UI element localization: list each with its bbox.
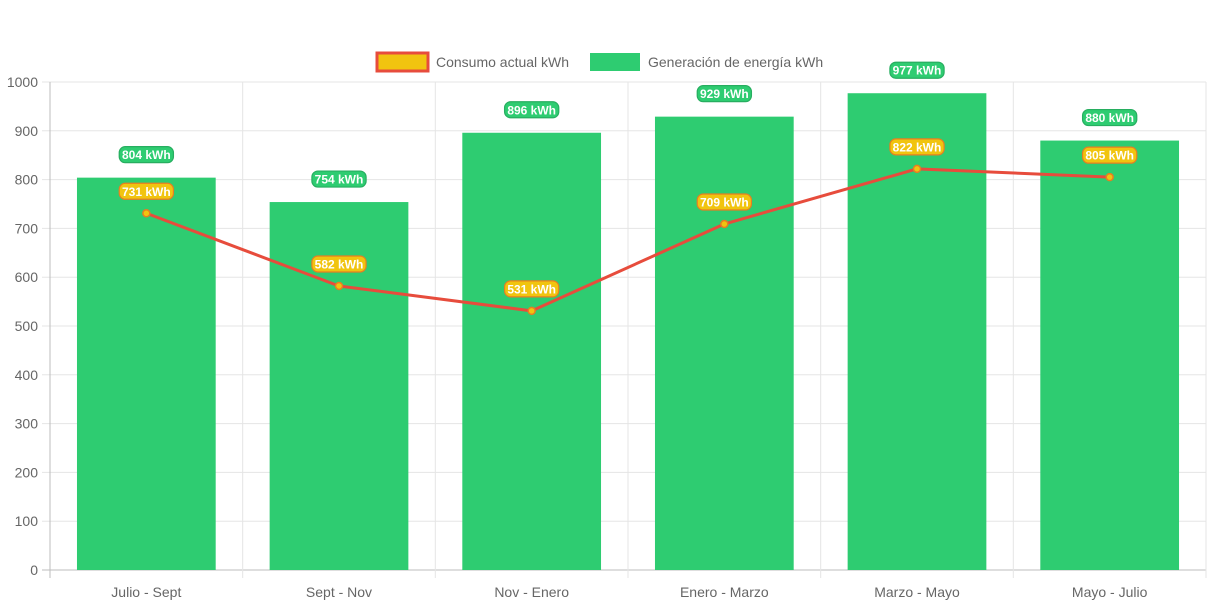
y-tick-label: 900 (15, 123, 39, 139)
bar-generacion[interactable] (654, 116, 794, 570)
grid-layer (42, 81, 1207, 578)
bar-generacion[interactable] (1040, 140, 1180, 570)
data-label-generacion-bg (118, 146, 175, 164)
data-label-generacion-text: 754 kWh (315, 173, 364, 187)
data-label-consumo-bg (311, 255, 367, 273)
data-label-consumo-text: 531 kWh (507, 282, 556, 296)
y-tick-label: 800 (15, 172, 39, 188)
data-label-generacion: 896 kWh (503, 101, 560, 119)
data-label-consumo-text: 805 kWh (1085, 149, 1134, 163)
point-consumo[interactable] (334, 281, 344, 291)
y-tick-label: 200 (15, 464, 39, 480)
data-label-generacion: 754 kWh (311, 170, 367, 188)
legend-swatch-generacion (590, 53, 640, 71)
x-tick-label: Julio - Sept (111, 584, 181, 600)
bar-generacion[interactable] (462, 132, 602, 570)
axis-layer: 0 100 200 300 400 500 600 700 800 900 1000 Julio - … (7, 74, 1148, 600)
x-tick-label: Sept - Nov (306, 584, 372, 600)
data-label-generacion-text: 804 kWh (122, 148, 171, 162)
data-label-consumo: 709 kWh (696, 193, 753, 211)
y-tick-label: 400 (15, 367, 39, 383)
legend-label-consumo: Consumo actual kWh (436, 54, 569, 70)
data-label-generacion-text: 896 kWh (507, 103, 556, 117)
data-label-consumo: 805 kWh (1081, 146, 1138, 164)
y-tick-label: 300 (15, 416, 39, 432)
point-consumo[interactable] (912, 164, 922, 174)
data-label-generacion-text: 929 kWh (700, 87, 749, 101)
data-label-consumo-bg (696, 193, 753, 211)
data-label-consumo-text: 822 kWh (893, 140, 942, 154)
data-label-layer: 804 kWh 754 kWh 896 kWh 929 kWh 977 kWh 880 k… (118, 61, 1138, 298)
y-tick-label: 500 (15, 318, 39, 334)
legend[interactable]: Consumo actual kWh Generación de energía… (375, 51, 823, 73)
data-label-consumo-bg (1081, 146, 1138, 164)
y-tick-label: 600 (15, 269, 39, 285)
data-label-consumo: 582 kWh (311, 255, 367, 273)
data-label-consumo: 531 kWh (503, 280, 560, 298)
y-tick-label: 1000 (7, 74, 38, 90)
legend-item-consumo[interactable]: Consumo actual kWh (375, 51, 569, 73)
data-label-generacion-bg (696, 85, 753, 103)
data-label-generacion: 977 kWh (889, 61, 945, 79)
y-tick-label: 100 (15, 513, 39, 529)
legend-swatch-consumo (375, 51, 430, 73)
data-label-generacion-text: 880 kWh (1085, 111, 1134, 125)
data-label-consumo-bg (118, 182, 175, 200)
data-label-generacion: 804 kWh (118, 146, 175, 164)
data-label-consumo-bg (503, 280, 560, 298)
bar-layer (76, 93, 1180, 570)
data-label-consumo-text: 731 kWh (122, 185, 171, 199)
data-label-generacion-bg (311, 170, 367, 188)
x-tick-label: Mayo - Julio (1072, 584, 1148, 600)
data-label-consumo: 731 kWh (118, 182, 175, 200)
data-label-consumo-text: 709 kWh (700, 196, 749, 210)
bar-generacion[interactable] (76, 177, 216, 570)
data-label-consumo-bg (889, 138, 945, 156)
line-layer (142, 164, 1114, 316)
data-label-generacion-bg (503, 101, 560, 119)
legend-label-generacion: Generación de energía kWh (648, 54, 823, 70)
data-label-generacion: 929 kWh (696, 85, 753, 103)
x-tick-label: Enero - Marzo (680, 584, 769, 600)
legend-item-generacion[interactable]: Generación de energía kWh (590, 53, 823, 71)
point-consumo[interactable] (1105, 172, 1114, 182)
x-tick-label: Nov - Enero (494, 584, 569, 600)
data-label-generacion-bg (1081, 108, 1138, 127)
x-tick-label: Marzo - Mayo (874, 584, 960, 600)
point-consumo[interactable] (720, 219, 729, 229)
data-label-generacion-text: 977 kWh (893, 64, 942, 78)
data-label-consumo: 822 kWh (889, 138, 945, 156)
line-consumo (145, 167, 1110, 313)
point-consumo[interactable] (142, 209, 151, 218)
y-tick-label: 700 (15, 220, 39, 236)
data-label-consumo-text: 582 kWh (315, 257, 364, 271)
data-label-generacion-bg (889, 61, 945, 79)
data-label-generacion: 880 kWh (1081, 108, 1138, 127)
y-tick-label: 0 (30, 562, 38, 578)
point-consumo[interactable] (527, 306, 536, 316)
